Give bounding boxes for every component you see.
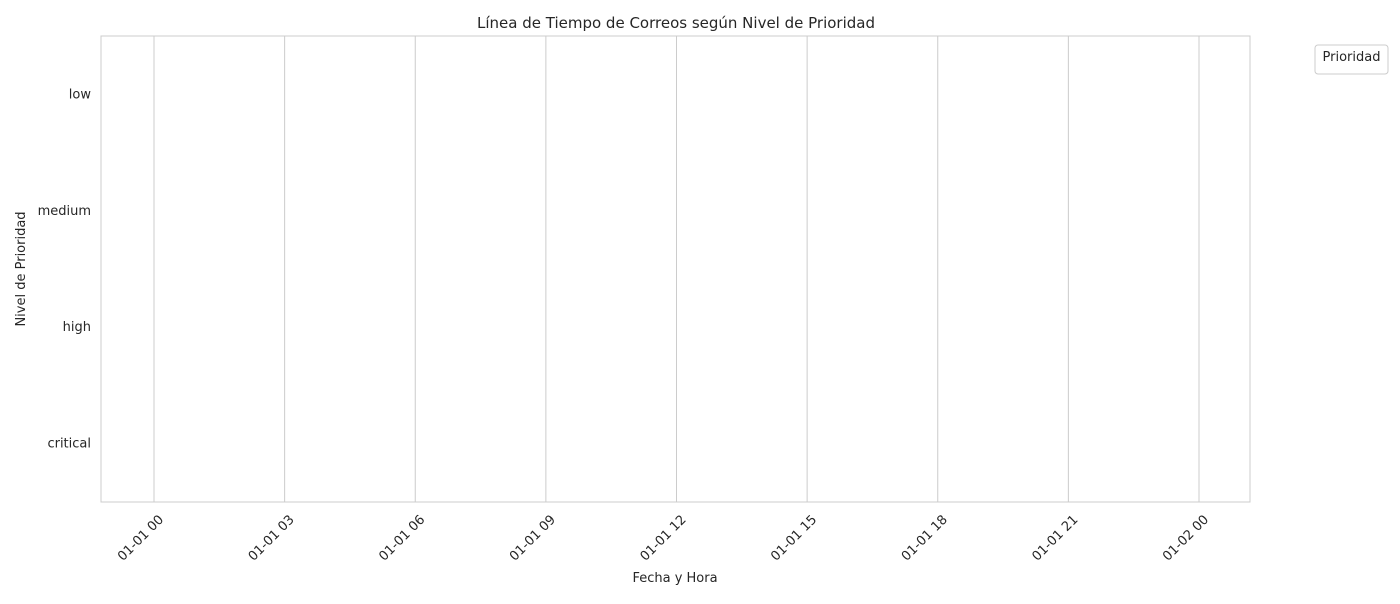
x-tick-label: 01-01 18 — [899, 512, 951, 564]
plot-area — [100, 35, 1251, 503]
x-axis-label: Fecha y Hora — [632, 571, 717, 586]
x-tick-labels: 01-01 00 01-01 03 01-01 06 01-01 09 01-01 12… — [115, 512, 1212, 564]
x-tick-label: 01-01 00 — [115, 512, 167, 564]
x-tick-label: 01-01 15 — [768, 512, 820, 564]
chart-title: Línea de Tiempo de Correos según Nivel d… — [477, 14, 875, 32]
y-tick-label: critical — [47, 437, 91, 452]
x-tick-label: 01-01 06 — [376, 512, 428, 564]
x-tick-label: 01-01 03 — [246, 512, 298, 564]
y-axis-label: Nivel de Prioridad — [14, 211, 29, 326]
legend-box — [1314, 44, 1389, 75]
x-gridlines — [153, 36, 1200, 502]
x-tick-label: 01-01 12 — [638, 512, 690, 564]
legend: Prioridad — [1314, 44, 1389, 75]
legend-title: Prioridad — [1323, 50, 1381, 65]
x-tick-label: 01-01 21 — [1029, 512, 1081, 564]
y-tick-label: medium — [38, 204, 91, 219]
x-tick-label: 01-01 09 — [507, 512, 559, 564]
y-tick-labels: low medium high critical — [38, 88, 92, 452]
y-tick-label: low — [69, 88, 92, 103]
x-tick-label: 01-02 00 — [1160, 512, 1212, 564]
y-tick-label: high — [63, 320, 91, 335]
